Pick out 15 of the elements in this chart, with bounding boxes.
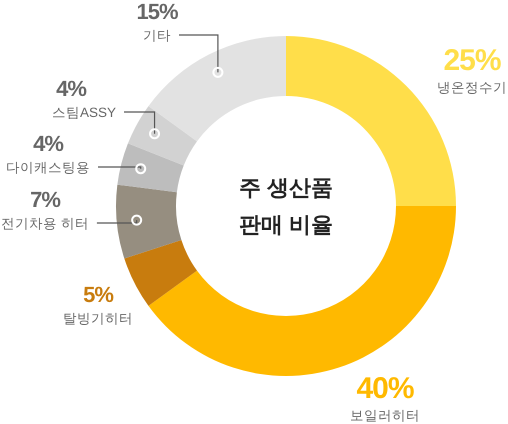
data-label: 15% <box>136 0 178 24</box>
slice-label: 스팀ASSY <box>52 105 116 120</box>
data-label: 4% <box>56 76 86 101</box>
slice-label: 보일러히터 <box>350 408 420 423</box>
slice-label: 전기차용 히터 <box>1 216 89 231</box>
data-label: 7% <box>30 187 60 212</box>
slice-label: 기타 <box>143 28 171 43</box>
slice-label: 다이캐스팅용 <box>6 160 90 175</box>
data-label: 5% <box>83 282 114 307</box>
data-label: 40% <box>356 372 414 405</box>
data-label: 25% <box>443 44 501 77</box>
slice-label: 냉온정수기 <box>437 80 507 95</box>
data-label: 4% <box>33 131 64 156</box>
title: 주 생산품 판매 비율 <box>238 175 334 237</box>
slice-label: 탈빙기히터 <box>63 311 133 326</box>
